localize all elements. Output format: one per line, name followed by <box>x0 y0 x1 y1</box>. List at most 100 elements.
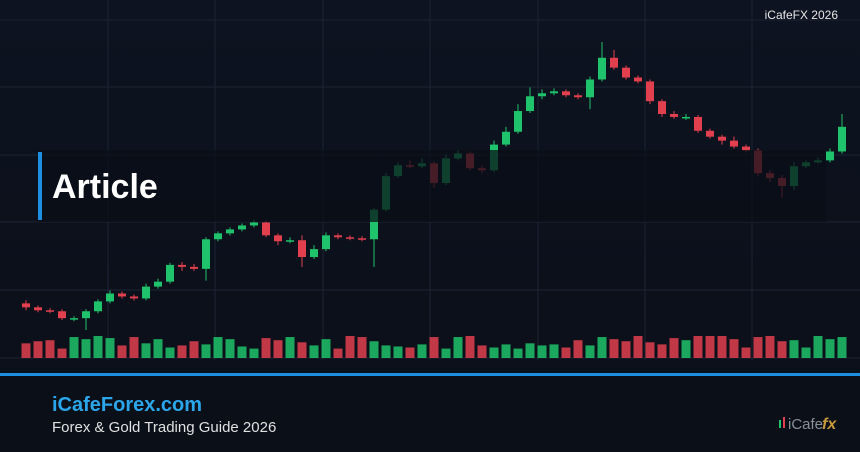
volume-bar <box>129 337 139 358</box>
candle-body <box>238 225 246 230</box>
candle-body <box>706 130 714 137</box>
candle-body <box>34 307 42 311</box>
volume-bar <box>585 345 595 358</box>
volume-bar <box>621 341 631 358</box>
volume-bar <box>657 344 667 358</box>
volume-bar <box>69 337 79 358</box>
candle-body <box>682 116 690 119</box>
volume-bar <box>813 336 823 358</box>
candle-body <box>694 116 702 131</box>
candle-body <box>826 151 834 161</box>
volume-bar <box>513 348 523 358</box>
candle-body <box>718 136 726 141</box>
volume-bar <box>561 347 571 358</box>
candle-body <box>166 264 174 282</box>
volume-bar <box>453 337 463 358</box>
candle-body <box>202 239 210 269</box>
volume-bar <box>441 348 451 358</box>
volume-bar <box>165 347 175 358</box>
candle-body <box>70 318 78 320</box>
volume-bar <box>225 339 235 358</box>
volume-bar <box>753 337 763 358</box>
volume-bar <box>213 337 223 358</box>
volume-bar <box>825 339 835 358</box>
volume-bar <box>333 348 343 358</box>
candle-body <box>502 131 510 145</box>
title-panel <box>38 150 826 222</box>
volume-bar <box>45 340 55 358</box>
volume-bar <box>417 344 427 358</box>
candle-body <box>250 222 258 226</box>
volume-bar <box>837 337 847 358</box>
volume-bar <box>57 348 67 358</box>
candle-body <box>214 233 222 240</box>
volume-bar <box>501 344 511 358</box>
volume-bar <box>717 336 727 358</box>
volume-bar <box>105 338 115 358</box>
volume-bar <box>285 337 295 358</box>
volume-bar <box>573 340 583 358</box>
candle-body <box>838 126 846 152</box>
tagline: Forex & Gold Trading Guide 2026 <box>52 419 276 436</box>
candle-body <box>334 235 342 238</box>
title-accent <box>38 152 42 220</box>
volume-bar <box>765 336 775 358</box>
logo-suffix: fx <box>822 416 837 433</box>
volume-bar <box>297 342 307 358</box>
volume-bar <box>465 336 475 358</box>
volume-bar <box>597 337 607 358</box>
candle-body <box>586 79 594 98</box>
volume-bar <box>609 339 619 358</box>
candle-body <box>526 96 534 112</box>
volume-bar <box>237 346 247 358</box>
volume-bar <box>369 341 379 358</box>
volume-bar <box>177 345 187 358</box>
logo: iCafe fx <box>779 416 837 433</box>
volume-bar <box>429 337 439 358</box>
candle-body <box>550 91 558 94</box>
candle-body <box>46 310 54 312</box>
candle-body <box>190 266 198 269</box>
volume-bar <box>189 341 199 358</box>
candle-body <box>634 77 642 82</box>
candle-body <box>514 111 522 132</box>
volume-bar <box>669 338 679 358</box>
candle-body <box>310 249 318 258</box>
candle-body <box>658 101 666 114</box>
candle-body <box>94 301 102 312</box>
volume-bar <box>741 347 751 358</box>
candle-body <box>370 209 378 240</box>
logo-prefix: iCafe <box>788 416 823 433</box>
candle-body <box>574 95 582 98</box>
candle-body <box>670 114 678 117</box>
candle-body <box>538 93 546 97</box>
candle-body <box>298 240 306 258</box>
volume-bar <box>261 338 271 358</box>
volume-bar <box>393 346 403 358</box>
candle-body <box>106 293 114 302</box>
volume-bar <box>249 348 259 358</box>
volume-bar <box>117 345 127 358</box>
watermark: iCafeFX 2026 <box>765 8 839 22</box>
volume-bar <box>489 347 499 358</box>
volume-bar <box>381 345 391 358</box>
site-name: iCafeForex.com <box>52 394 202 416</box>
volume-bar <box>81 339 91 358</box>
volume-bar <box>93 336 103 358</box>
candle-body <box>262 222 270 236</box>
volume-bar <box>789 340 799 358</box>
divider <box>0 373 860 376</box>
volume-bar <box>705 336 715 358</box>
candle-body <box>82 311 90 319</box>
volume-bar <box>345 336 355 358</box>
candle-body <box>118 293 126 297</box>
candle-body <box>730 140 738 147</box>
volume-bar <box>321 339 331 358</box>
candle-body <box>142 286 150 299</box>
candle-body <box>562 91 570 96</box>
volume-bar <box>309 345 319 358</box>
volume-bar <box>633 336 643 358</box>
candle-body <box>58 311 66 319</box>
candle-body <box>358 238 366 240</box>
